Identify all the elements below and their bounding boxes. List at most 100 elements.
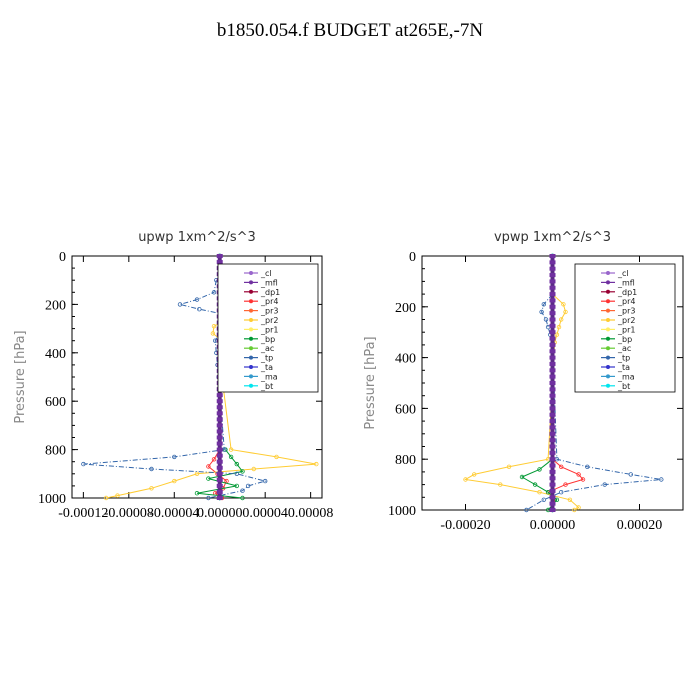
legend-marker xyxy=(606,318,610,322)
data-point-bp xyxy=(554,497,560,502)
data-point-bp xyxy=(532,482,538,487)
legend-label: _ac xyxy=(260,344,274,353)
data-point-pr2 xyxy=(572,507,577,513)
data-point-pr2 xyxy=(274,454,279,460)
y-tick-label: 200 xyxy=(395,301,416,316)
data-point-bp xyxy=(234,483,239,489)
zero-profile-marker xyxy=(549,406,556,411)
zero-profile-marker xyxy=(549,381,556,385)
legend-label: _ac xyxy=(617,344,631,353)
zero-profile-marker xyxy=(549,444,556,449)
zero-profile-marker xyxy=(549,298,556,303)
legend-label: _pr1 xyxy=(260,325,278,334)
data-point-pr2 xyxy=(463,477,468,482)
legend-label: _pr4 xyxy=(617,297,635,306)
data-point-tp xyxy=(628,472,633,477)
legend-label: _pr2 xyxy=(617,316,635,325)
x-tick-label: -0.00008 xyxy=(104,506,154,521)
legend-marker xyxy=(249,346,253,351)
legend-label: _bt xyxy=(260,382,273,391)
legend-label: _bp xyxy=(617,335,632,344)
legend-label: _cl xyxy=(617,269,629,278)
data-point-bp xyxy=(194,491,200,496)
legend-marker xyxy=(606,346,610,351)
legend-label: _tp xyxy=(617,354,630,363)
y-tick-label: 400 xyxy=(45,347,66,362)
zero-profile-marker xyxy=(549,279,556,284)
data-point-pr2 xyxy=(472,472,477,477)
x-tick-label: -0.00012 xyxy=(58,506,108,521)
data-point-bp xyxy=(537,467,542,472)
data-point-tp xyxy=(81,461,86,467)
zero-profile-marker xyxy=(549,469,556,474)
zero-profile-marker xyxy=(216,459,223,464)
legend-label: _tp xyxy=(260,354,273,363)
y-tick-label: 600 xyxy=(395,402,416,417)
y-tick-label: 0 xyxy=(59,250,66,265)
legend-marker xyxy=(249,271,253,275)
legend-label: _pr1 xyxy=(617,325,635,334)
zero-profile-marker xyxy=(216,254,223,258)
data-point-tp xyxy=(543,317,549,322)
legend-marker xyxy=(606,280,610,285)
series-line-bp xyxy=(520,458,558,511)
data-point-tp xyxy=(245,483,251,489)
legend-marker xyxy=(606,299,610,304)
data-point-pr2 xyxy=(559,317,564,322)
zero-profile-marker xyxy=(549,508,556,512)
data-point-tp xyxy=(197,307,202,312)
data-point-tp xyxy=(177,302,183,307)
zero-profile-marker xyxy=(216,417,223,422)
legend-box xyxy=(217,263,319,393)
legend-label: _pr3 xyxy=(260,307,278,316)
zero-profile-marker xyxy=(549,273,556,278)
legend-label: _mfl xyxy=(617,278,635,287)
zero-profile-marker xyxy=(549,495,556,500)
zero-profile-marker xyxy=(216,465,223,470)
zero-profile-marker xyxy=(216,496,223,500)
data-point-tp xyxy=(559,490,564,495)
legend-marker xyxy=(249,374,253,379)
x-tick-label: 0.00000 xyxy=(197,506,243,521)
data-point-pr2 xyxy=(537,490,542,495)
y-tick-label: 1000 xyxy=(388,504,416,519)
zero-profile-marker xyxy=(549,450,556,455)
zero-profile-marker xyxy=(549,387,556,392)
y-tick-label: 800 xyxy=(45,444,66,459)
data-point-tp xyxy=(539,309,544,315)
data-point-pr2 xyxy=(210,331,216,336)
legend-box xyxy=(574,263,676,393)
data-point-pr4 xyxy=(206,464,211,469)
data-point-pr2 xyxy=(561,302,566,307)
panel-title: upwp 1xm^2/s^3 xyxy=(138,230,256,245)
zero-profile-marker xyxy=(549,311,556,316)
y-tick-label: 200 xyxy=(45,298,66,313)
legend-label: _ta xyxy=(617,363,630,372)
zero-profile-marker xyxy=(549,330,556,335)
legend-marker xyxy=(249,280,253,285)
legend-marker xyxy=(606,374,610,379)
zero-profile-marker xyxy=(549,254,556,258)
legend-label: _ma xyxy=(617,372,635,381)
y-tick-label: 0 xyxy=(409,250,416,265)
zero-profile-marker xyxy=(549,292,556,297)
panel-2: vpwp 1xm^2/s^3 Pressure [hPa] 0 200 400 600 80… xyxy=(363,230,684,533)
legend-marker xyxy=(249,365,253,369)
data-point-pr2 xyxy=(211,324,217,329)
panel-title: vpwp 1xm^2/s^3 xyxy=(494,230,611,245)
legend-label: _dp1 xyxy=(617,288,637,297)
legend-marker xyxy=(606,383,610,388)
legend-marker xyxy=(249,289,253,294)
zero-profile-marker xyxy=(549,425,556,430)
legend-label: _mfl xyxy=(260,278,278,287)
zero-profile-marker xyxy=(549,317,556,322)
zero-profile-marker xyxy=(216,435,223,440)
data-point-bp xyxy=(519,474,525,480)
zero-profile-marker xyxy=(216,423,223,428)
legend-label: _pr2 xyxy=(260,316,278,325)
data-point-bp xyxy=(206,476,211,481)
data-point-pr2 xyxy=(567,497,573,502)
legend-marker xyxy=(606,271,610,275)
